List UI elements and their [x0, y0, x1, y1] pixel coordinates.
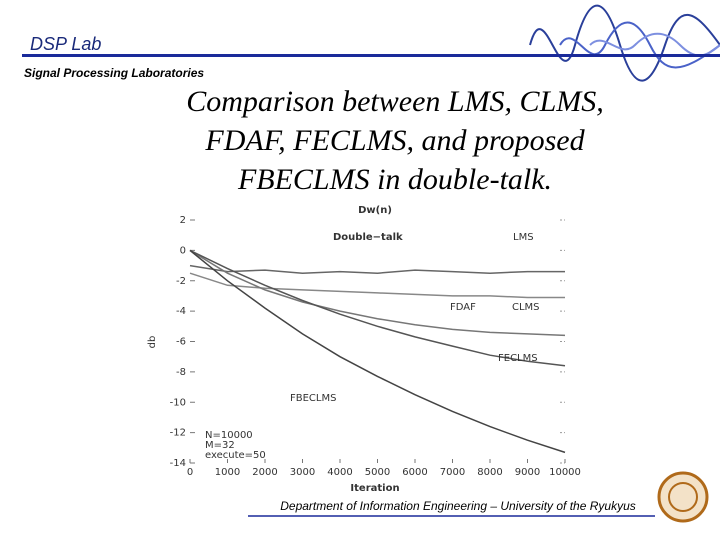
series-line: [189, 249, 566, 367]
x-tick-label: 8000: [477, 467, 502, 478]
x-tick-label: 1000: [215, 467, 240, 478]
y-tick-label: -14: [170, 458, 186, 469]
series-label: FDAF: [450, 302, 476, 313]
x-tick-label: 0: [187, 467, 193, 478]
x-axis-label: Iteration: [350, 483, 399, 494]
y-tick-label: -8: [176, 367, 186, 378]
y-tick-label: -12: [170, 428, 186, 439]
logo: [657, 471, 709, 523]
slide-title: FBECLMS in double-talk.: [237, 163, 552, 196]
footer: Department of Information Engineering – …: [280, 499, 636, 513]
series-label: CLMS: [512, 302, 540, 313]
series-label: LMS: [513, 232, 534, 243]
y-tick-label: 0: [180, 245, 186, 256]
series-line: [189, 264, 565, 274]
y-tick-label: -6: [176, 337, 186, 348]
slide-title: Comparison between LMS, CLMS,: [186, 85, 604, 118]
x-tick-label: 7000: [440, 467, 465, 478]
annotation: Double−talk: [333, 232, 403, 243]
x-tick-label: 9000: [515, 467, 540, 478]
y-axis-label: db: [147, 336, 158, 349]
x-tick-label: 2000: [252, 467, 277, 478]
x-tick-label: 4000: [327, 467, 352, 478]
lab-name: DSP Lab: [30, 34, 101, 54]
x-tick-label: 10000: [549, 467, 581, 478]
header-rule: [22, 54, 720, 57]
y-tick-label: 2: [180, 215, 186, 226]
series-label: FECLMS: [498, 353, 538, 364]
lab-subtitle: Signal Processing Laboratories: [24, 66, 204, 80]
x-tick-label: 5000: [365, 467, 390, 478]
x-tick-label: 3000: [290, 467, 315, 478]
series-line: [189, 249, 566, 454]
series-line: [189, 272, 565, 299]
y-tick-label: -4: [176, 306, 186, 317]
annotation: N=10000: [205, 430, 253, 441]
y-tick-label: -2: [176, 276, 186, 287]
wave-graphic: [529, 4, 720, 82]
slide-title: FDAF, FECLMS, and proposed: [204, 124, 585, 157]
annotation: M=32: [205, 440, 235, 451]
series-label: FBECLMS: [290, 393, 336, 404]
x-tick-label: 6000: [402, 467, 427, 478]
y-tick-label: -10: [170, 397, 186, 408]
annotation: execute=50: [205, 450, 266, 461]
series-line: [189, 249, 566, 337]
chart-title: Dw(n): [358, 205, 392, 216]
